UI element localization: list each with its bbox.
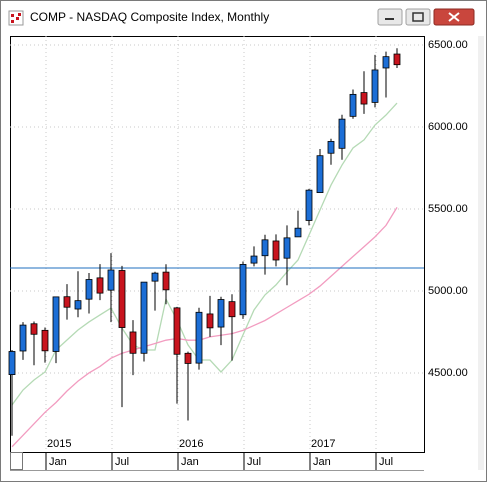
candle-body bbox=[316, 155, 324, 193]
x-tick-label: Jul bbox=[115, 456, 129, 468]
candle-body bbox=[151, 272, 159, 282]
candle-body bbox=[118, 270, 126, 328]
y-tick-label: 5000.00 bbox=[428, 285, 468, 297]
x-tick-label: Jan bbox=[49, 456, 67, 468]
scroll-strip bbox=[478, 36, 484, 470]
candle-body bbox=[96, 277, 104, 294]
candle-body bbox=[195, 311, 203, 364]
candle-body bbox=[305, 189, 313, 221]
candle-body bbox=[261, 239, 269, 257]
y-tick-label: 5500.00 bbox=[428, 203, 468, 215]
candle-body bbox=[382, 56, 390, 69]
candle-body bbox=[173, 307, 181, 355]
candle-body bbox=[294, 227, 302, 238]
candle-body bbox=[63, 296, 71, 308]
candle-body bbox=[140, 281, 148, 354]
candle-body bbox=[360, 92, 368, 105]
window-title: COMP - NASDAQ Composite Index, Monthly bbox=[30, 10, 269, 24]
candle-body bbox=[239, 264, 247, 316]
year-label: 2017 bbox=[311, 438, 335, 450]
candle-body bbox=[250, 255, 258, 264]
moving-average-line bbox=[11, 102, 398, 406]
close-button[interactable] bbox=[433, 8, 475, 26]
candle-body bbox=[371, 69, 379, 103]
candle-body bbox=[107, 269, 115, 291]
candle-body bbox=[349, 93, 357, 117]
y-tick-label: 6500.00 bbox=[428, 39, 468, 51]
x-tick-label: Jan bbox=[181, 456, 199, 468]
x-tick-label: Jul bbox=[379, 456, 393, 468]
candle-body bbox=[206, 313, 214, 329]
app-icon bbox=[8, 10, 24, 26]
candle-body bbox=[272, 240, 280, 261]
y-tick-label: 6000.00 bbox=[428, 121, 468, 133]
x-tick-label: Jul bbox=[247, 456, 261, 468]
candle-body bbox=[327, 141, 335, 154]
candle-body bbox=[30, 323, 38, 335]
year-label: 2015 bbox=[47, 438, 71, 450]
candle-body bbox=[74, 300, 82, 310]
corner-box[interactable] bbox=[10, 452, 23, 470]
moving-average-line bbox=[11, 207, 398, 448]
candle-body bbox=[184, 352, 192, 364]
candle-body bbox=[217, 299, 225, 328]
candle-body bbox=[283, 237, 291, 259]
candle-body bbox=[129, 331, 137, 354]
candle-body bbox=[162, 271, 170, 291]
restore-button[interactable] bbox=[405, 8, 431, 26]
candle-body bbox=[228, 301, 236, 318]
candle-body bbox=[85, 279, 93, 300]
x-tick-label: Jan bbox=[313, 456, 331, 468]
title-bar bbox=[1, 1, 486, 32]
candle-body bbox=[19, 324, 27, 352]
candle-body bbox=[393, 53, 401, 66]
minimize-button[interactable] bbox=[377, 8, 403, 26]
year-label: 2016 bbox=[179, 438, 203, 450]
candle-body bbox=[41, 329, 49, 352]
candle-body bbox=[8, 351, 16, 376]
y-tick-label: 4500.00 bbox=[428, 367, 468, 379]
candle-body bbox=[338, 118, 346, 149]
candle-body bbox=[52, 296, 60, 352]
